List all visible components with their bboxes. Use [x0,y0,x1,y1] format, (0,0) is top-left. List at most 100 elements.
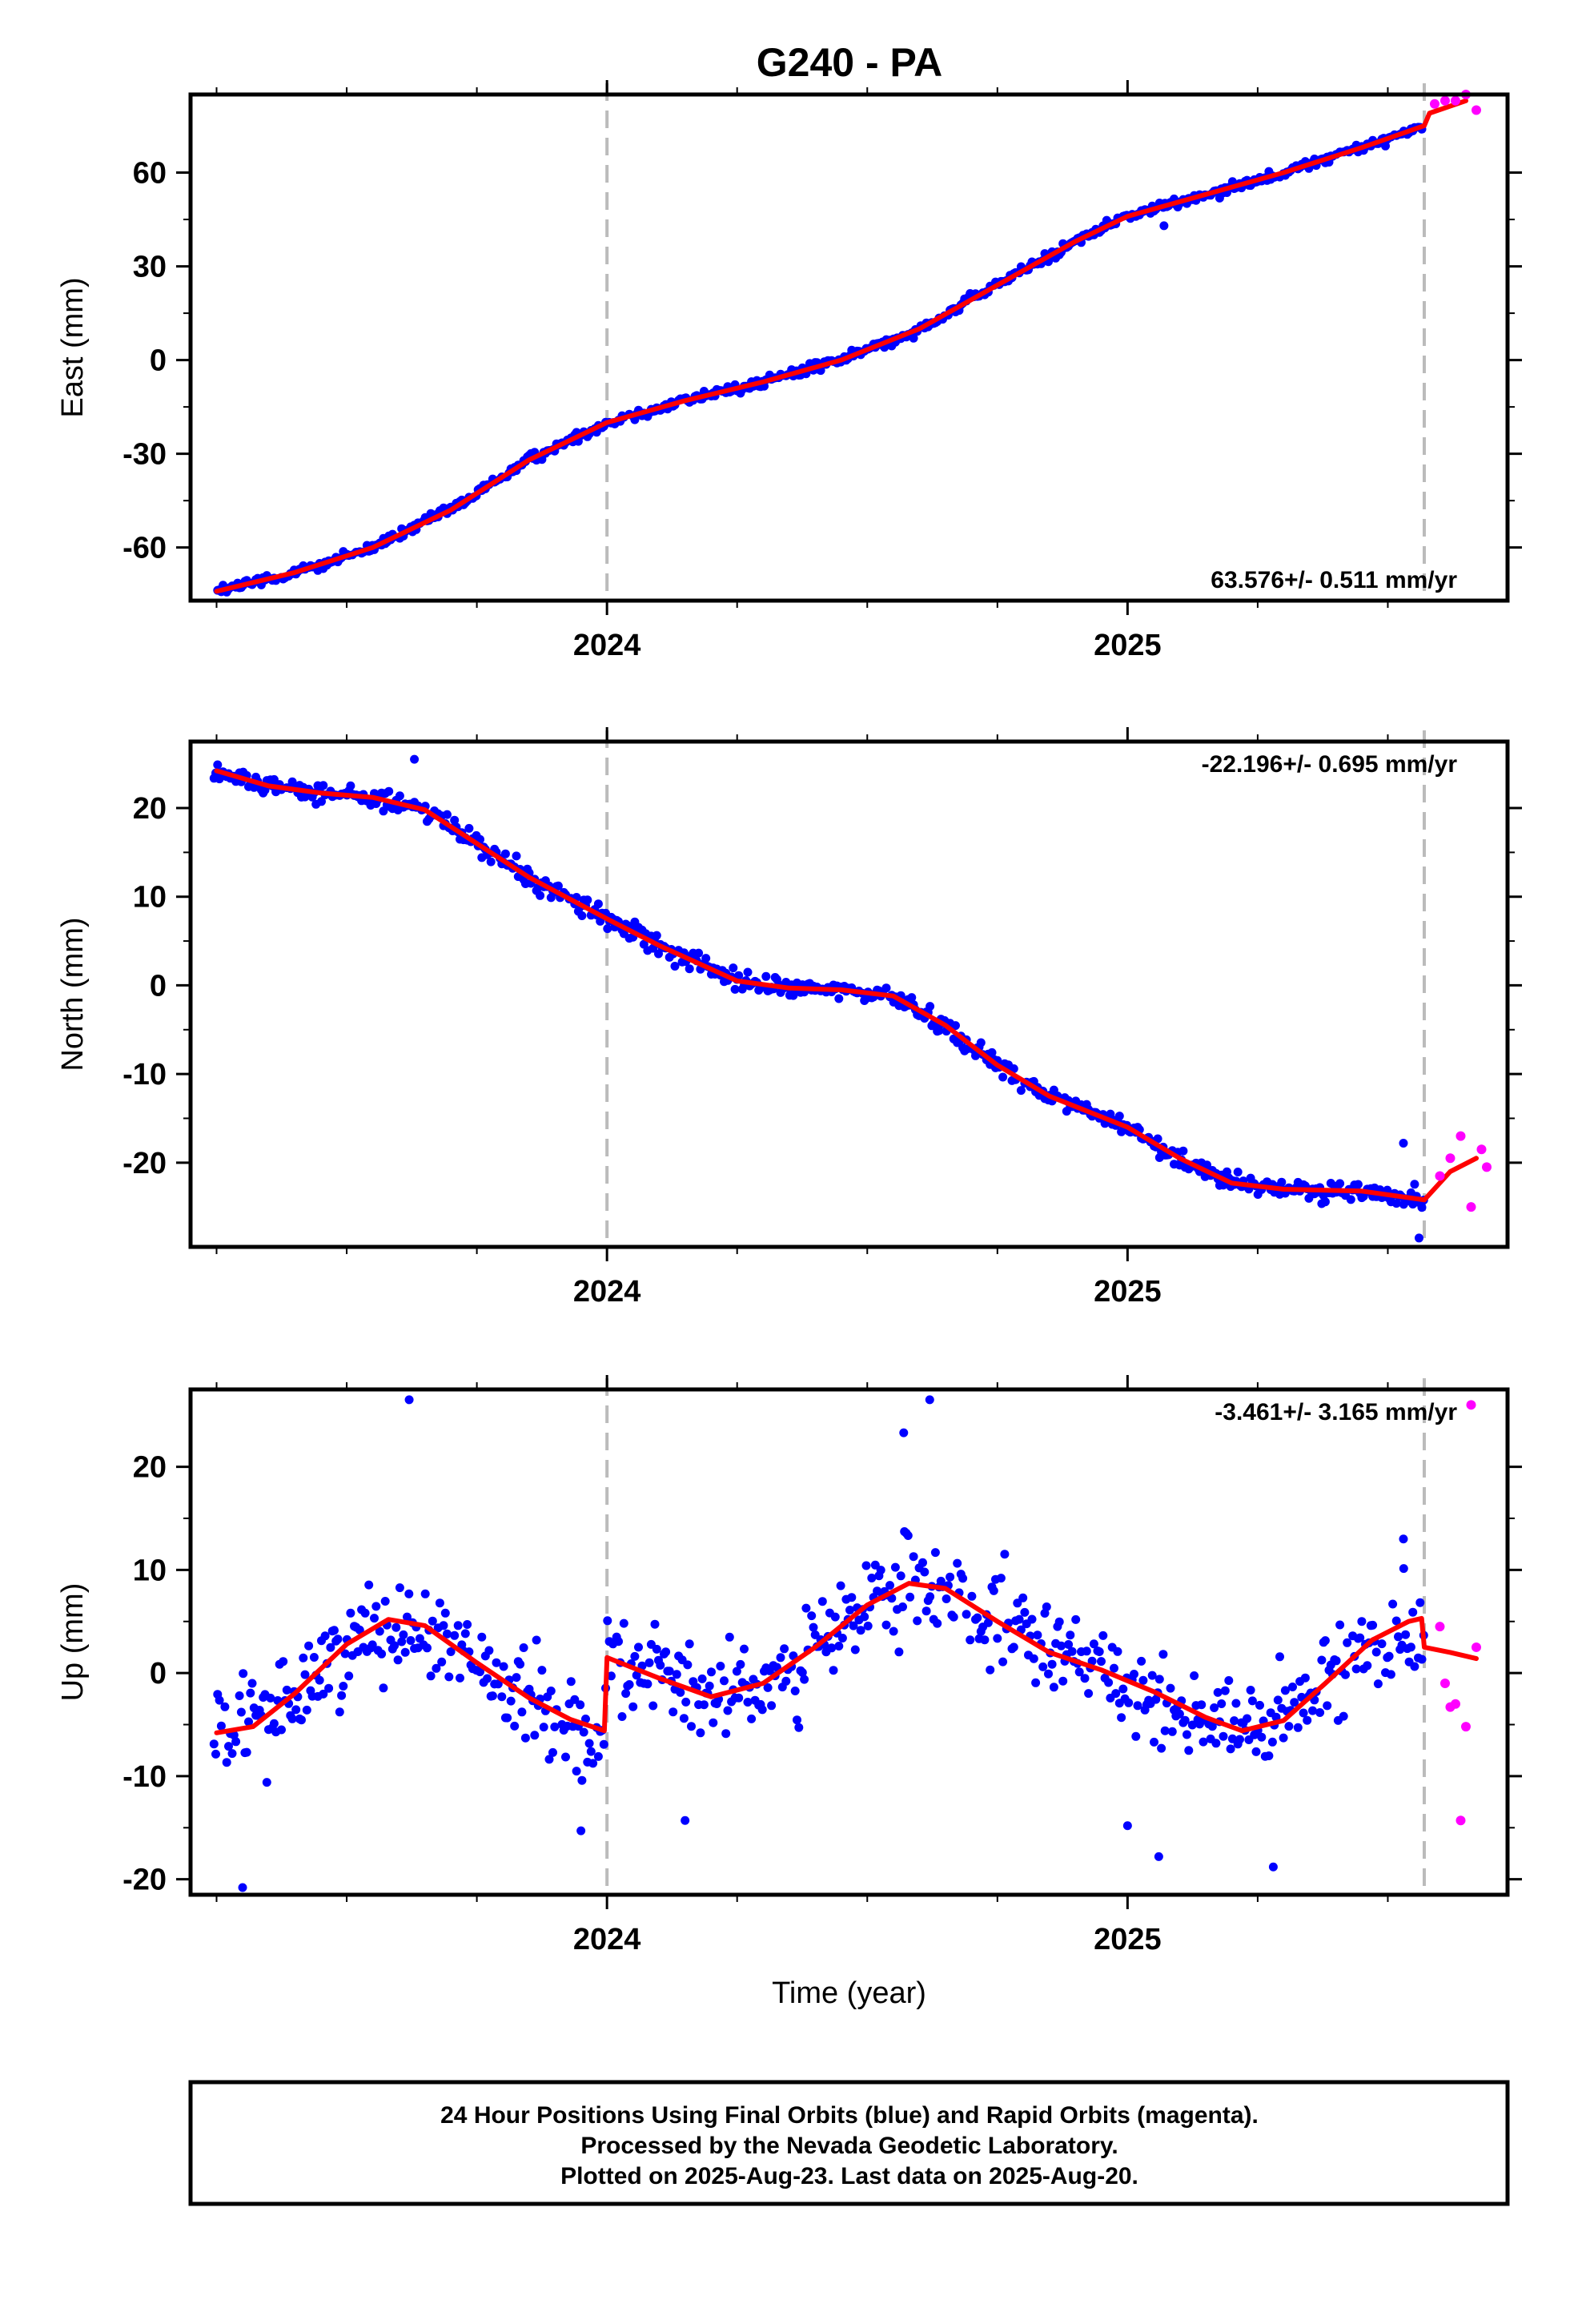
final-point [656,1660,665,1670]
final-point [371,1602,381,1611]
final-point [1335,1620,1345,1630]
final-point [1009,1642,1018,1652]
final-point [503,1713,512,1723]
footer-line-1: 24 Hour Positions Using Final Orbits (bl… [440,2102,1259,2129]
rapid-point [1445,1153,1456,1164]
final-point [1082,1647,1091,1656]
y-tick-label: -20 [122,1147,167,1180]
final-point [1131,1731,1141,1741]
final-point [406,1636,416,1645]
final-point [302,1705,311,1715]
final-point [1401,1630,1411,1639]
final-point [463,1620,472,1629]
final-point [1303,1715,1312,1725]
rapid-point [1450,1699,1460,1709]
final-point [380,1597,390,1606]
final-point [648,1701,658,1711]
final-point [532,1635,541,1645]
final-point [757,1705,767,1715]
final-point [876,1566,885,1575]
final-point [1399,1534,1408,1544]
final-point [1357,1617,1367,1626]
final-point [1247,1696,1257,1706]
final-point [650,1619,660,1629]
final-point [863,1621,873,1630]
final-point [247,1679,257,1688]
final-point [740,1644,749,1654]
final-point [330,1626,339,1635]
final-point [432,1663,441,1673]
final-point [1138,1675,1148,1685]
final-point [907,993,917,1003]
final-point [299,1653,308,1663]
final-point [355,1625,364,1634]
final-point [215,1695,224,1705]
final-point [572,1767,581,1776]
x-tick-label: 2024 [573,629,641,662]
final-point [242,1747,251,1757]
final-point [1408,1607,1418,1617]
plot-mask [0,1896,1582,1929]
final-point [340,1649,350,1659]
rapid-point [1429,99,1439,109]
final-point [1178,1146,1188,1156]
final-point [1203,1160,1211,1170]
final-point [1255,1700,1264,1710]
final-point [1320,1636,1330,1646]
final-point [996,1574,1006,1583]
final-point [1154,1675,1164,1684]
final-point [809,1622,818,1632]
final-point [581,1715,590,1723]
final-point [375,1626,384,1636]
final-point [881,983,891,993]
final-point [729,963,738,973]
final-point [209,1739,219,1749]
final-point [725,1632,734,1642]
final-point [885,1581,894,1590]
final-point [1391,1199,1401,1208]
final-point [236,1707,246,1717]
final-point [899,1428,909,1437]
final-point [993,1634,1002,1643]
y-tick-label: 0 [150,969,167,1003]
final-point [1031,1678,1041,1687]
final-point [1113,1647,1122,1656]
final-point [443,810,452,819]
x-tick-label: 2025 [1094,1275,1162,1309]
final-point [670,962,680,971]
rapid-orbit-points [1435,1131,1492,1212]
final-point [1210,1703,1219,1712]
final-point [426,1671,436,1681]
final-point [1399,1138,1408,1148]
final-point [909,1552,918,1562]
final-point [1049,1683,1058,1692]
final-point [624,1680,634,1689]
final-point [319,1689,328,1699]
velocity-rate-label: -22.196+/- 0.695 mm/yr [1202,751,1458,778]
final-point [291,1705,301,1715]
final-point [971,1051,980,1060]
final-point [1251,1747,1261,1756]
final-point [614,1637,623,1647]
final-point [679,1714,689,1723]
final-point [444,1672,454,1682]
final-point [446,1647,456,1656]
final-point [486,857,496,866]
final-point [395,791,404,801]
final-point [732,1667,741,1676]
final-point [1016,1086,1026,1096]
final-point [873,1586,882,1596]
final-point [1243,1714,1252,1723]
final-point [319,781,328,790]
final-point [946,1572,955,1582]
final-point [1150,1737,1158,1747]
final-point [282,1685,291,1695]
final-point [1277,1177,1287,1187]
final-point [266,1693,275,1703]
final-point [220,1702,230,1711]
final-point [776,1653,785,1663]
final-point [1346,1195,1355,1204]
final-point [339,1682,348,1691]
final-point [1320,1197,1330,1207]
final-point [410,754,420,764]
